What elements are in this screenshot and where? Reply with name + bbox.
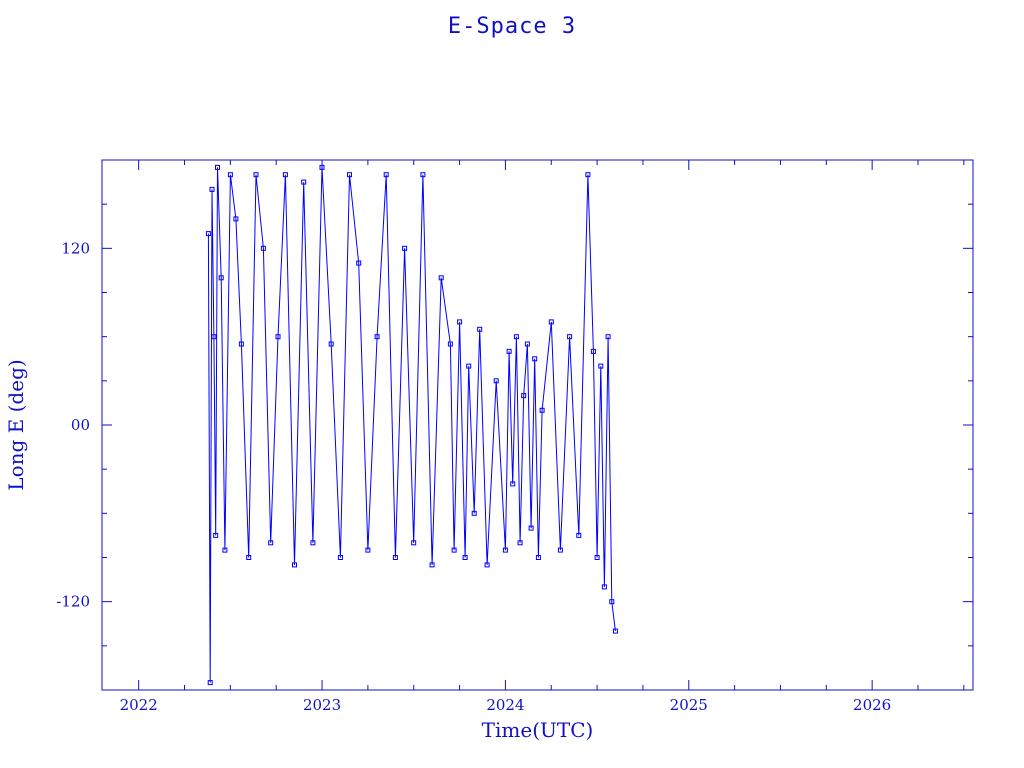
data-point	[590, 348, 596, 354]
data-points	[205, 164, 618, 686]
data-point	[411, 540, 417, 546]
data-point	[253, 172, 259, 178]
x-axis-ticks: 2022 2023 2024 2025 2026	[120, 160, 965, 714]
data-point	[506, 348, 512, 354]
data-point	[493, 378, 499, 384]
data-point	[209, 186, 215, 192]
x-tick-label: 2024	[486, 696, 524, 714]
data-point	[275, 334, 281, 340]
data-point	[477, 326, 483, 332]
data-point	[451, 547, 457, 553]
data-point	[576, 532, 582, 538]
data-point	[215, 164, 220, 170]
data-point	[609, 599, 615, 605]
data-point	[532, 356, 538, 362]
chart-title: E-Space 3	[447, 14, 577, 39]
data-point	[438, 275, 444, 281]
x-tick-label: 2023	[303, 696, 341, 714]
data-point	[328, 341, 334, 347]
data-point	[211, 334, 217, 340]
data-point	[539, 407, 545, 413]
x-tick-label: 2025	[670, 696, 708, 714]
data-point	[585, 172, 591, 178]
data-point	[310, 540, 316, 546]
data-point	[301, 179, 307, 185]
data-point	[594, 555, 600, 560]
x-axis-label: Time(UTC)	[481, 718, 594, 742]
data-point	[218, 275, 224, 281]
data-point	[557, 547, 563, 553]
y-axis-ticks: -120 00 120	[56, 203, 973, 647]
series-line	[207, 167, 616, 683]
data-point	[268, 540, 274, 546]
data-point	[510, 481, 516, 487]
data-point	[213, 532, 219, 538]
data-point	[598, 363, 604, 369]
data-point	[420, 172, 426, 178]
data-point	[502, 547, 508, 553]
plot-frame	[101, 159, 974, 691]
data-point	[207, 680, 213, 686]
data-point	[521, 393, 527, 399]
data-point	[484, 562, 490, 568]
data-point	[365, 547, 371, 553]
data-point	[282, 172, 288, 178]
data-point	[347, 172, 352, 178]
data-point	[292, 562, 297, 568]
data-point	[392, 555, 398, 560]
data-point	[567, 334, 573, 340]
data-point	[337, 555, 343, 560]
data-point	[612, 628, 618, 634]
data-point	[548, 319, 554, 325]
data-point	[260, 245, 266, 251]
data-lines	[207, 167, 616, 683]
data-point	[601, 584, 607, 590]
data-point	[605, 334, 611, 340]
y-tick-label: 00	[71, 416, 90, 434]
data-point	[374, 334, 380, 340]
data-point	[528, 525, 534, 531]
data-point	[356, 260, 362, 266]
data-point	[466, 363, 472, 369]
data-point	[383, 172, 389, 178]
data-point	[227, 172, 233, 178]
data-point	[462, 555, 468, 560]
data-point	[402, 245, 408, 251]
data-point	[233, 216, 239, 222]
data-point	[429, 562, 435, 568]
data-point	[524, 341, 530, 347]
data-point	[517, 540, 523, 546]
data-point	[535, 555, 541, 560]
data-point	[246, 555, 252, 560]
y-tick-label: 120	[61, 239, 90, 257]
data-point	[205, 231, 211, 237]
y-axis-label: Long E (deg)	[4, 359, 28, 491]
x-tick-label: 2026	[853, 696, 891, 714]
data-point	[513, 334, 519, 340]
data-point	[447, 341, 453, 347]
data-point	[238, 341, 244, 347]
data-point	[471, 510, 477, 516]
data-point	[222, 547, 228, 553]
x-tick-label: 2022	[120, 696, 158, 714]
y-tick-label: -120	[56, 593, 90, 611]
data-point	[457, 319, 463, 325]
